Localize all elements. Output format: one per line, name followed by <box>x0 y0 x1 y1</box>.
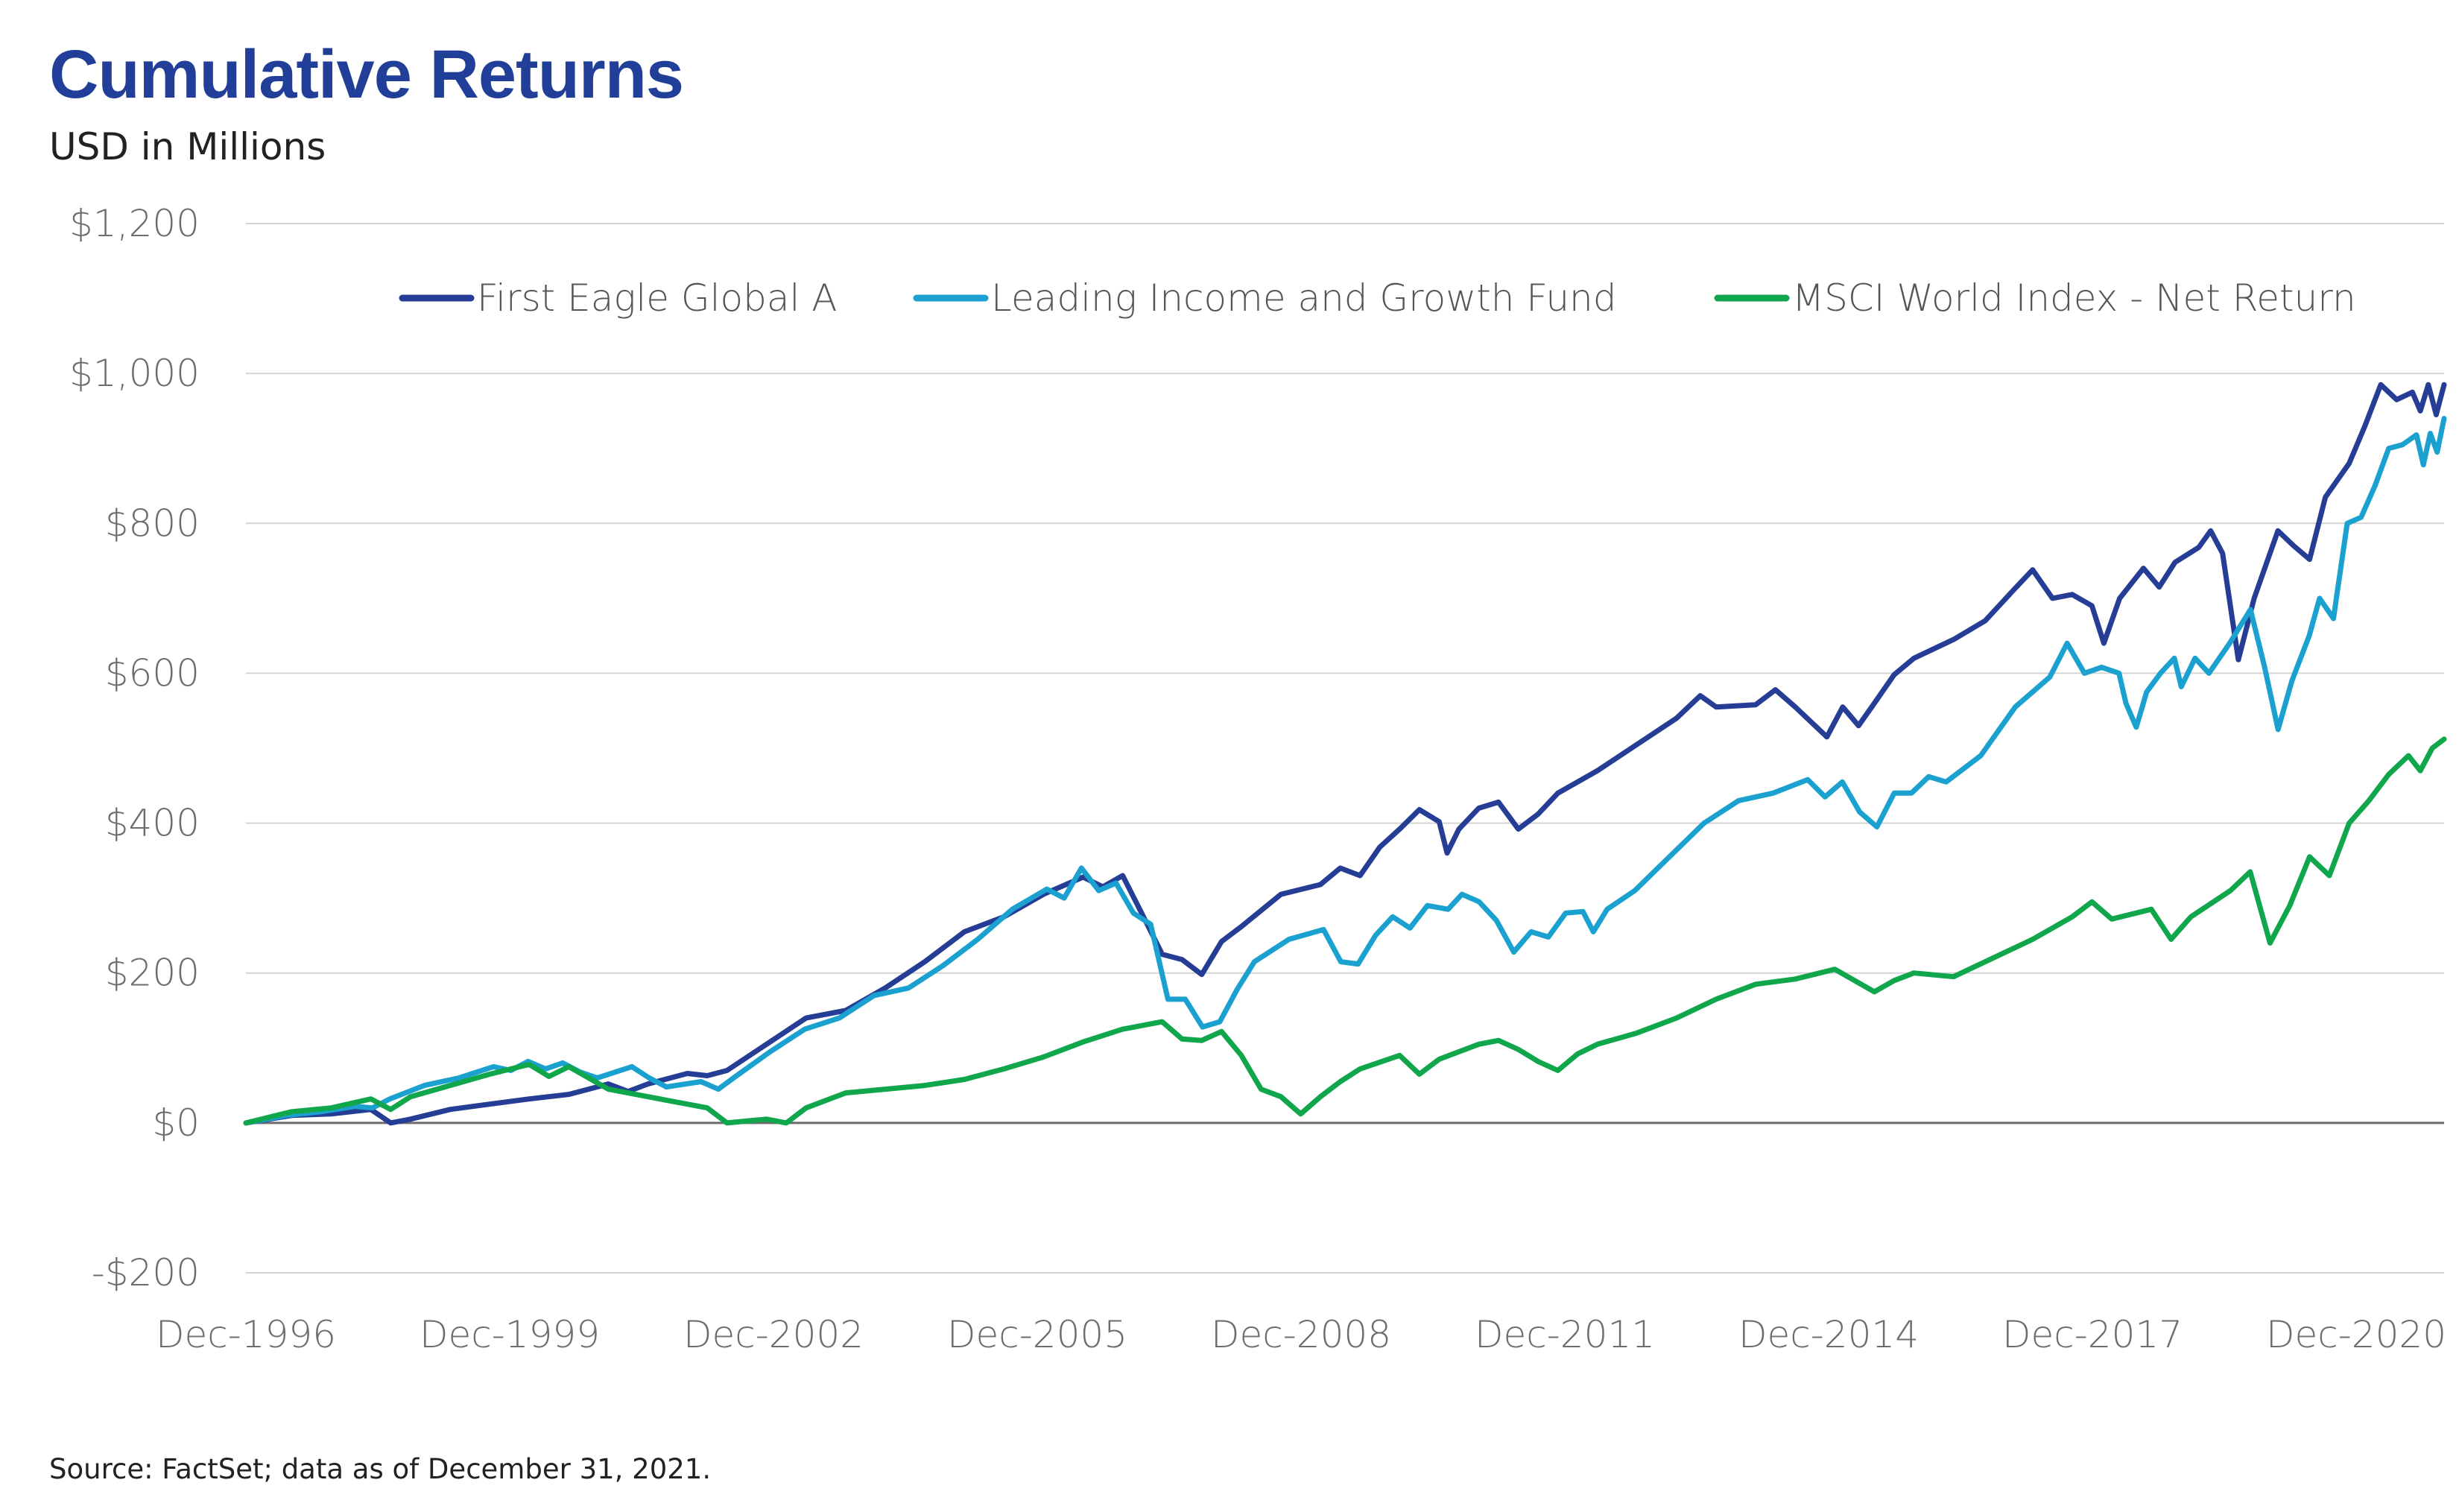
y-tick-label: $0 <box>152 1101 200 1145</box>
y-tick-label: $600 <box>105 651 200 695</box>
chart-title: Cumulative Returns <box>49 37 684 113</box>
x-tick-label: Dec-2014 <box>1738 1313 1919 1356</box>
y-tick-label: -$200 <box>92 1251 200 1294</box>
series-line-1 <box>243 382 2447 1126</box>
y-tick-label: $400 <box>105 802 200 845</box>
legend-label: First Eagle Global A <box>477 276 838 320</box>
y-tick-label: $800 <box>105 502 200 545</box>
x-tick-label: Dec-1999 <box>420 1313 600 1356</box>
legend-label: MSCI World Index - Net Return <box>1792 276 2356 320</box>
x-tick-label: Dec-2011 <box>1475 1313 1655 1356</box>
legend: First Eagle Global A Leading Income and G… <box>399 276 2356 320</box>
legend-label: Leading Income and Growth Fund <box>991 276 1616 320</box>
x-tick-label: Dec-2002 <box>683 1313 864 1356</box>
series-line-2 <box>243 416 2447 1126</box>
x-tick-label: Dec-1996 <box>156 1313 336 1356</box>
y-tick-label: $200 <box>105 952 200 995</box>
chart-subtitle: USD in Millions <box>49 125 326 168</box>
x-tick-label: Dec-2017 <box>2002 1313 2183 1356</box>
y-axis-tick-labels: -$200 $0 $200 $400 $600 $800 $1,000 $1,200 <box>69 202 200 1294</box>
x-tick-label: Dec-2008 <box>1211 1313 1391 1356</box>
series-lines <box>243 382 2447 1126</box>
y-tick-label: $1,200 <box>69 202 200 245</box>
x-tick-label: Dec-2005 <box>947 1313 1127 1356</box>
source-note: Source: FactSet; data as of December 31,… <box>49 1453 712 1485</box>
x-tick-label: Dec-2020 <box>2266 1313 2446 1356</box>
y-tick-label: $1,000 <box>69 352 200 395</box>
gridlines <box>246 223 2444 1274</box>
x-axis-tick-labels: Dec-1996 Dec-1999 Dec-2002 Dec-2005 Dec-2008… <box>156 1313 2446 1356</box>
series-line-3 <box>243 736 2447 1126</box>
